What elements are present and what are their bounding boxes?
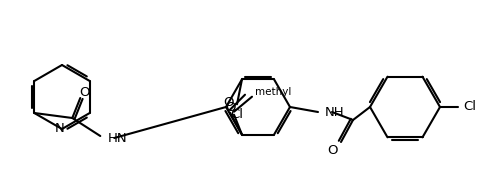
- Text: O: O: [79, 86, 90, 100]
- Text: Cl: Cl: [231, 108, 244, 121]
- Text: O: O: [225, 101, 235, 114]
- Text: methyl: methyl: [255, 87, 291, 97]
- Text: HN: HN: [107, 132, 127, 144]
- Text: Cl: Cl: [463, 100, 477, 114]
- Text: O: O: [328, 144, 338, 157]
- Text: NH: NH: [325, 105, 345, 118]
- Text: N: N: [55, 121, 65, 135]
- Text: O: O: [223, 96, 233, 109]
